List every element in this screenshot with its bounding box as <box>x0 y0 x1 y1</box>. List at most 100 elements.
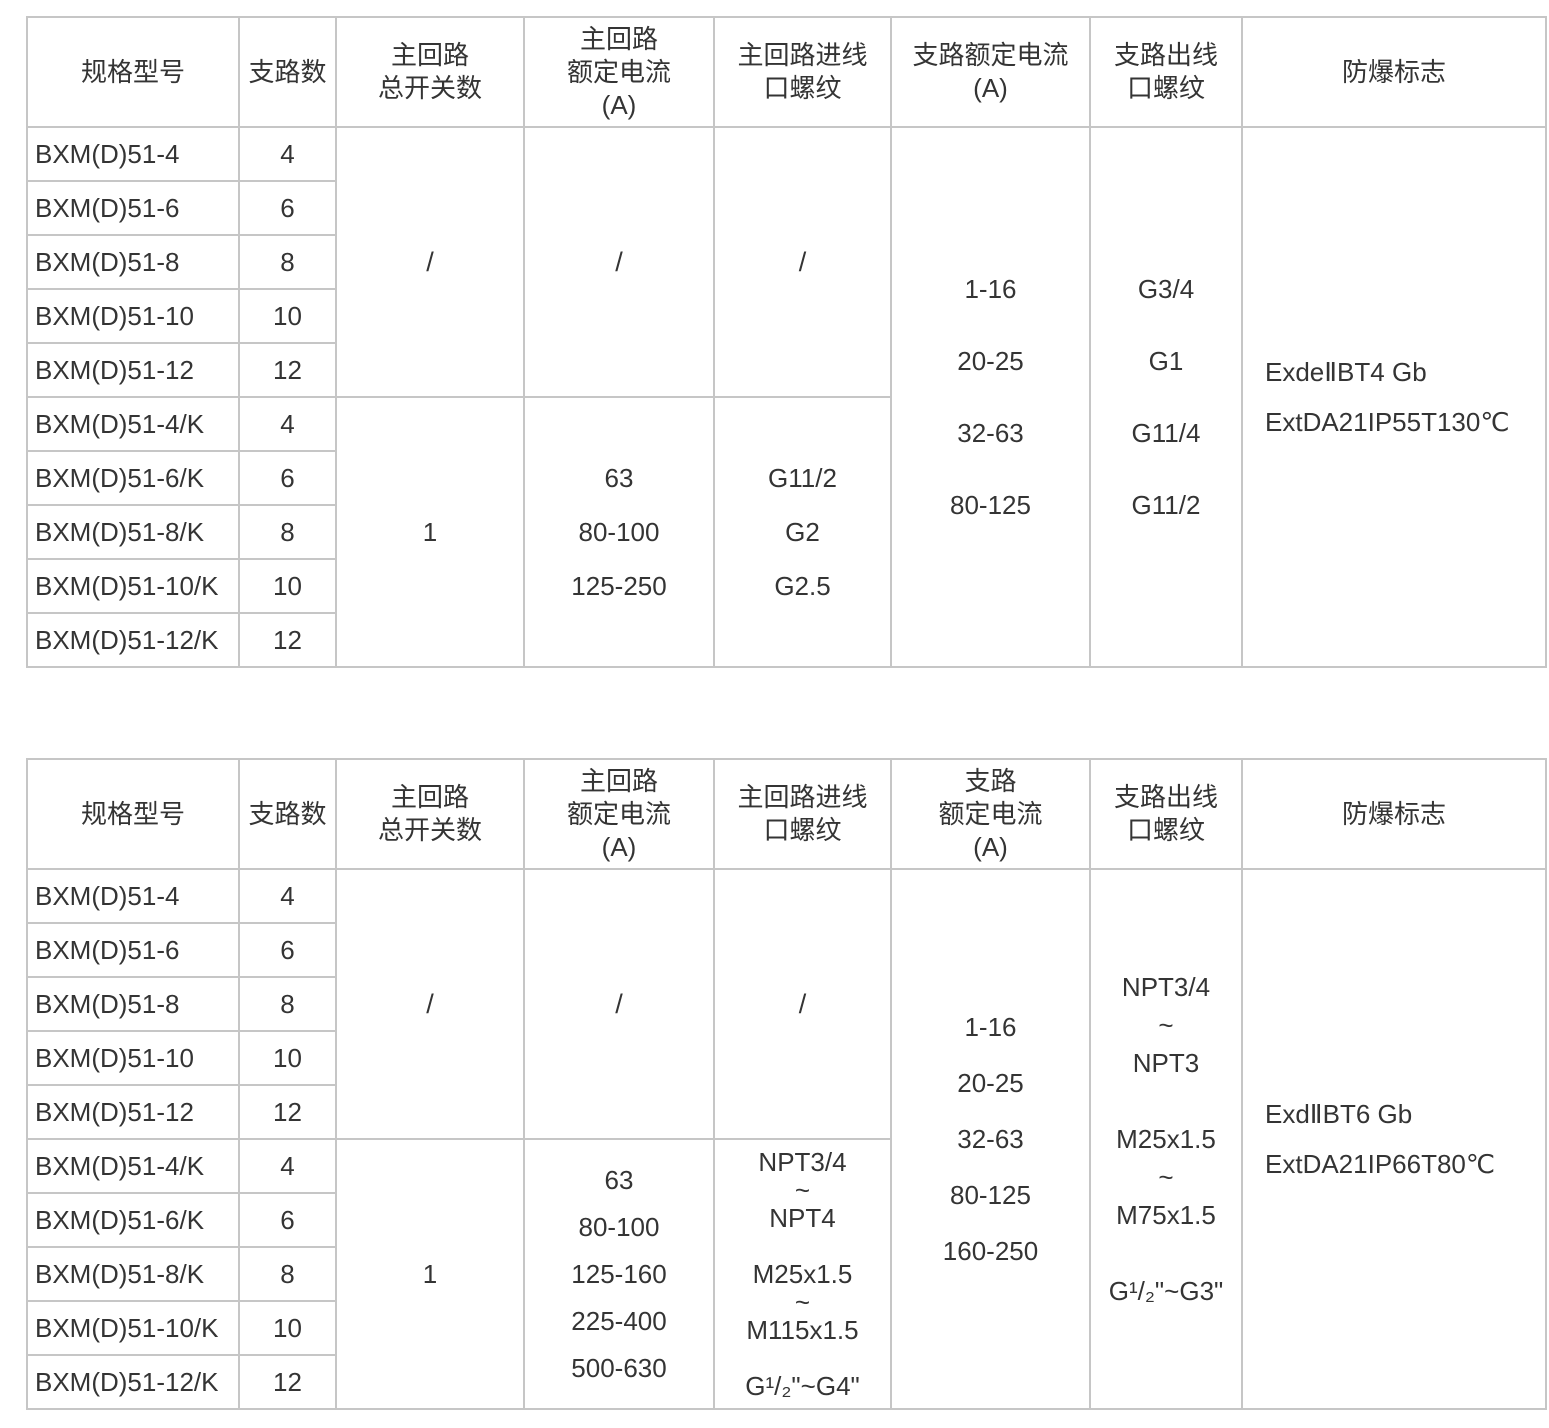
model-cell: BXM(D)51-6/K <box>26 1192 240 1248</box>
branch-count-cell: 4 <box>238 868 337 924</box>
model-cell: BXM(D)51-4 <box>26 868 240 924</box>
header-row: 规格型号 支路数 主回路 总开关数 主回路 额定电流 (A) 主回路进线 口螺纹… <box>26 758 1547 870</box>
ex-mark-cell: ExdⅡBT6 Gb ExtDA21IP66T80℃ <box>1241 868 1547 1410</box>
branch-count-cell: 8 <box>238 1246 337 1302</box>
header-main-inlet-thread: 主回路进线 口螺纹 <box>713 758 892 870</box>
header-main-inlet-thread: 主回路进线 口螺纹 <box>713 16 892 128</box>
model-cell: BXM(D)51-8 <box>26 976 240 1032</box>
main-inlet-thread-k-cell: G11/2 G2 G2.5 <box>713 396 892 668</box>
header-branch-outlet-thread: 支路出线 口螺纹 <box>1089 758 1243 870</box>
model-cell: BXM(D)51-12 <box>26 1084 240 1140</box>
main-switches-plain-cell: / <box>335 868 525 1140</box>
branch-count-cell: 12 <box>238 1084 337 1140</box>
header-branch-current: 支路 额定电流 (A) <box>890 758 1091 870</box>
branch-count-cell: 4 <box>238 396 337 452</box>
header-row: 规格型号 支路数 主回路 总开关数 主回路 额定电流 (A) 主回路进线 口螺纹… <box>26 16 1547 128</box>
model-cell: BXM(D)51-4 <box>26 126 240 182</box>
header-main-current: 主回路 额定电流 (A) <box>523 758 715 870</box>
header-main-switches: 主回路 总开关数 <box>335 758 525 870</box>
model-cell: BXM(D)51-4/K <box>26 1138 240 1194</box>
model-cell: BXM(D)51-8/K <box>26 1246 240 1302</box>
branch-count-cell: 12 <box>238 1354 337 1410</box>
spec-table-exde-bt4: 规格型号 支路数 主回路 总开关数 主回路 额定电流 (A) 主回路进线 口螺纹… <box>26 16 1547 668</box>
table-row: BXM(D)51-12/K 12 <box>26 612 1546 668</box>
model-cell: BXM(D)51-8/K <box>26 504 240 560</box>
main-current-k-cell: 63 80-100 125-250 <box>523 396 715 668</box>
main-switches-k-cell: 1 <box>335 1138 525 1410</box>
ex-mark-cell: ExdeⅡBT4 Gb ExtDA21IP55T130℃ <box>1241 126 1547 668</box>
branch-count-cell: 6 <box>238 180 337 236</box>
branch-current-cell: 1-16 20-25 32-63 80-125 160-250 <box>890 868 1091 1410</box>
branch-current-cell: 1-16 20-25 32-63 80-125 <box>890 126 1091 668</box>
spec-table-exd-bt6: 规格型号 支路数 主回路 总开关数 主回路 额定电流 (A) 主回路进线 口螺纹… <box>26 758 1547 1410</box>
header-main-current: 主回路 额定电流 (A) <box>523 16 715 128</box>
table-row: BXM(D)51-4 4 / / / 1-16 20-25 32-63 80-1… <box>26 868 1547 1410</box>
model-cell: BXM(D)51-10 <box>26 1030 240 1086</box>
main-current-plain-cell: / <box>523 126 715 398</box>
branch-count-cell: 8 <box>238 976 337 1032</box>
model-cell: BXM(D)51-10/K <box>26 1300 240 1356</box>
table-1-header: 规格型号 支路数 主回路 总开关数 主回路 额定电流 (A) 主回路进线 口螺纹… <box>26 16 1547 128</box>
model-cell: BXM(D)51-12/K <box>26 1354 240 1410</box>
branch-count-cell: 10 <box>238 1030 337 1086</box>
table-row: BXM(D)51-12 12 <box>26 342 1546 398</box>
table-row: BXM(D)51-6/K 6 <box>26 450 1546 506</box>
branch-outlet-thread-cell: NPT3/4 ~ NPT3 M25x1.5 ~ M75x1.5 G¹/₂"~G3… <box>1089 868 1243 1410</box>
main-switches-plain-cell: / <box>335 126 525 398</box>
model-cell: BXM(D)51-12 <box>26 342 240 398</box>
branch-count-cell: 6 <box>238 450 337 506</box>
main-inlet-thread-k-cell: NPT3/4 ~ NPT4 M25x1.5 ~ M115x1.5 G¹/₂"~G… <box>713 1138 892 1410</box>
header-branch-count: 支路数 <box>238 16 337 128</box>
header-branch-current: 支路额定电流 (A) <box>890 16 1091 128</box>
main-inlet-thread-plain-cell: / <box>713 868 892 1140</box>
model-cell: BXM(D)51-10 <box>26 288 240 344</box>
model-cell: BXM(D)51-6/K <box>26 450 240 506</box>
main-current-plain-cell: / <box>523 868 715 1140</box>
table-row: BXM(D)51-6 6 <box>26 922 1546 978</box>
main-inlet-thread-plain-cell: / <box>713 126 892 398</box>
table-row: BXM(D)51-4/K 4 1 63 80-100 125-250 G11/2… <box>26 396 1546 668</box>
model-cell: BXM(D)51-6 <box>26 922 240 978</box>
table-row: BXM(D)51-10/K 10 <box>26 558 1546 614</box>
model-cell: BXM(D)51-6 <box>26 180 240 236</box>
model-cell: BXM(D)51-12/K <box>26 612 240 668</box>
branch-count-cell: 6 <box>238 1192 337 1248</box>
main-current-k-cell: 63 80-100 125-160 225-400 500-630 <box>523 1138 715 1410</box>
table-row: BXM(D)51-10 10 <box>26 1030 1546 1086</box>
header-ex-mark: 防爆标志 <box>1241 16 1547 128</box>
main-switches-k-cell: 1 <box>335 396 525 668</box>
branch-count-cell: 4 <box>238 126 337 182</box>
table-row: BXM(D)51-12 12 <box>26 1084 1546 1140</box>
table-row: BXM(D)51-6 6 <box>26 180 1546 236</box>
table-row: BXM(D)51-8/K 8 <box>26 504 1546 560</box>
header-model: 规格型号 <box>26 758 240 870</box>
branch-count-cell: 12 <box>238 612 337 668</box>
branch-count-cell: 10 <box>238 288 337 344</box>
header-model: 规格型号 <box>26 16 240 128</box>
table-row: BXM(D)51-8 8 <box>26 976 1546 1032</box>
branch-count-cell: 8 <box>238 234 337 290</box>
table-row: BXM(D)51-12/K 12 <box>26 1354 1546 1410</box>
branch-count-cell: 12 <box>238 342 337 398</box>
branch-count-cell: 8 <box>238 504 337 560</box>
table-row: BXM(D)51-6/K 6 <box>26 1192 1546 1248</box>
model-cell: BXM(D)51-10/K <box>26 558 240 614</box>
branch-count-cell: 10 <box>238 1300 337 1356</box>
table-row: BXM(D)51-8/K 8 <box>26 1246 1546 1302</box>
branch-count-cell: 4 <box>238 1138 337 1194</box>
branch-count-cell: 10 <box>238 558 337 614</box>
model-cell: BXM(D)51-8 <box>26 234 240 290</box>
table-row: BXM(D)51-10/K 10 <box>26 1300 1546 1356</box>
branch-count-cell: 6 <box>238 922 337 978</box>
header-branch-count: 支路数 <box>238 758 337 870</box>
table-row: BXM(D)51-8 8 <box>26 234 1546 290</box>
table-row: BXM(D)51-4 4 / / / 1-16 20-25 32-63 80-1… <box>26 126 1547 668</box>
table-row: BXM(D)51-4/K 4 1 63 80-100 125-160 225-4… <box>26 1138 1546 1410</box>
table-row: BXM(D)51-10 10 <box>26 288 1546 344</box>
model-cell: BXM(D)51-4/K <box>26 396 240 452</box>
branch-outlet-thread-cell: G3/4 G1 G11/4 G11/2 <box>1089 126 1243 668</box>
table-2-header: 规格型号 支路数 主回路 总开关数 主回路 额定电流 (A) 主回路进线 口螺纹… <box>26 758 1547 870</box>
header-main-switches: 主回路 总开关数 <box>335 16 525 128</box>
header-branch-outlet-thread: 支路出线 口螺纹 <box>1089 16 1243 128</box>
